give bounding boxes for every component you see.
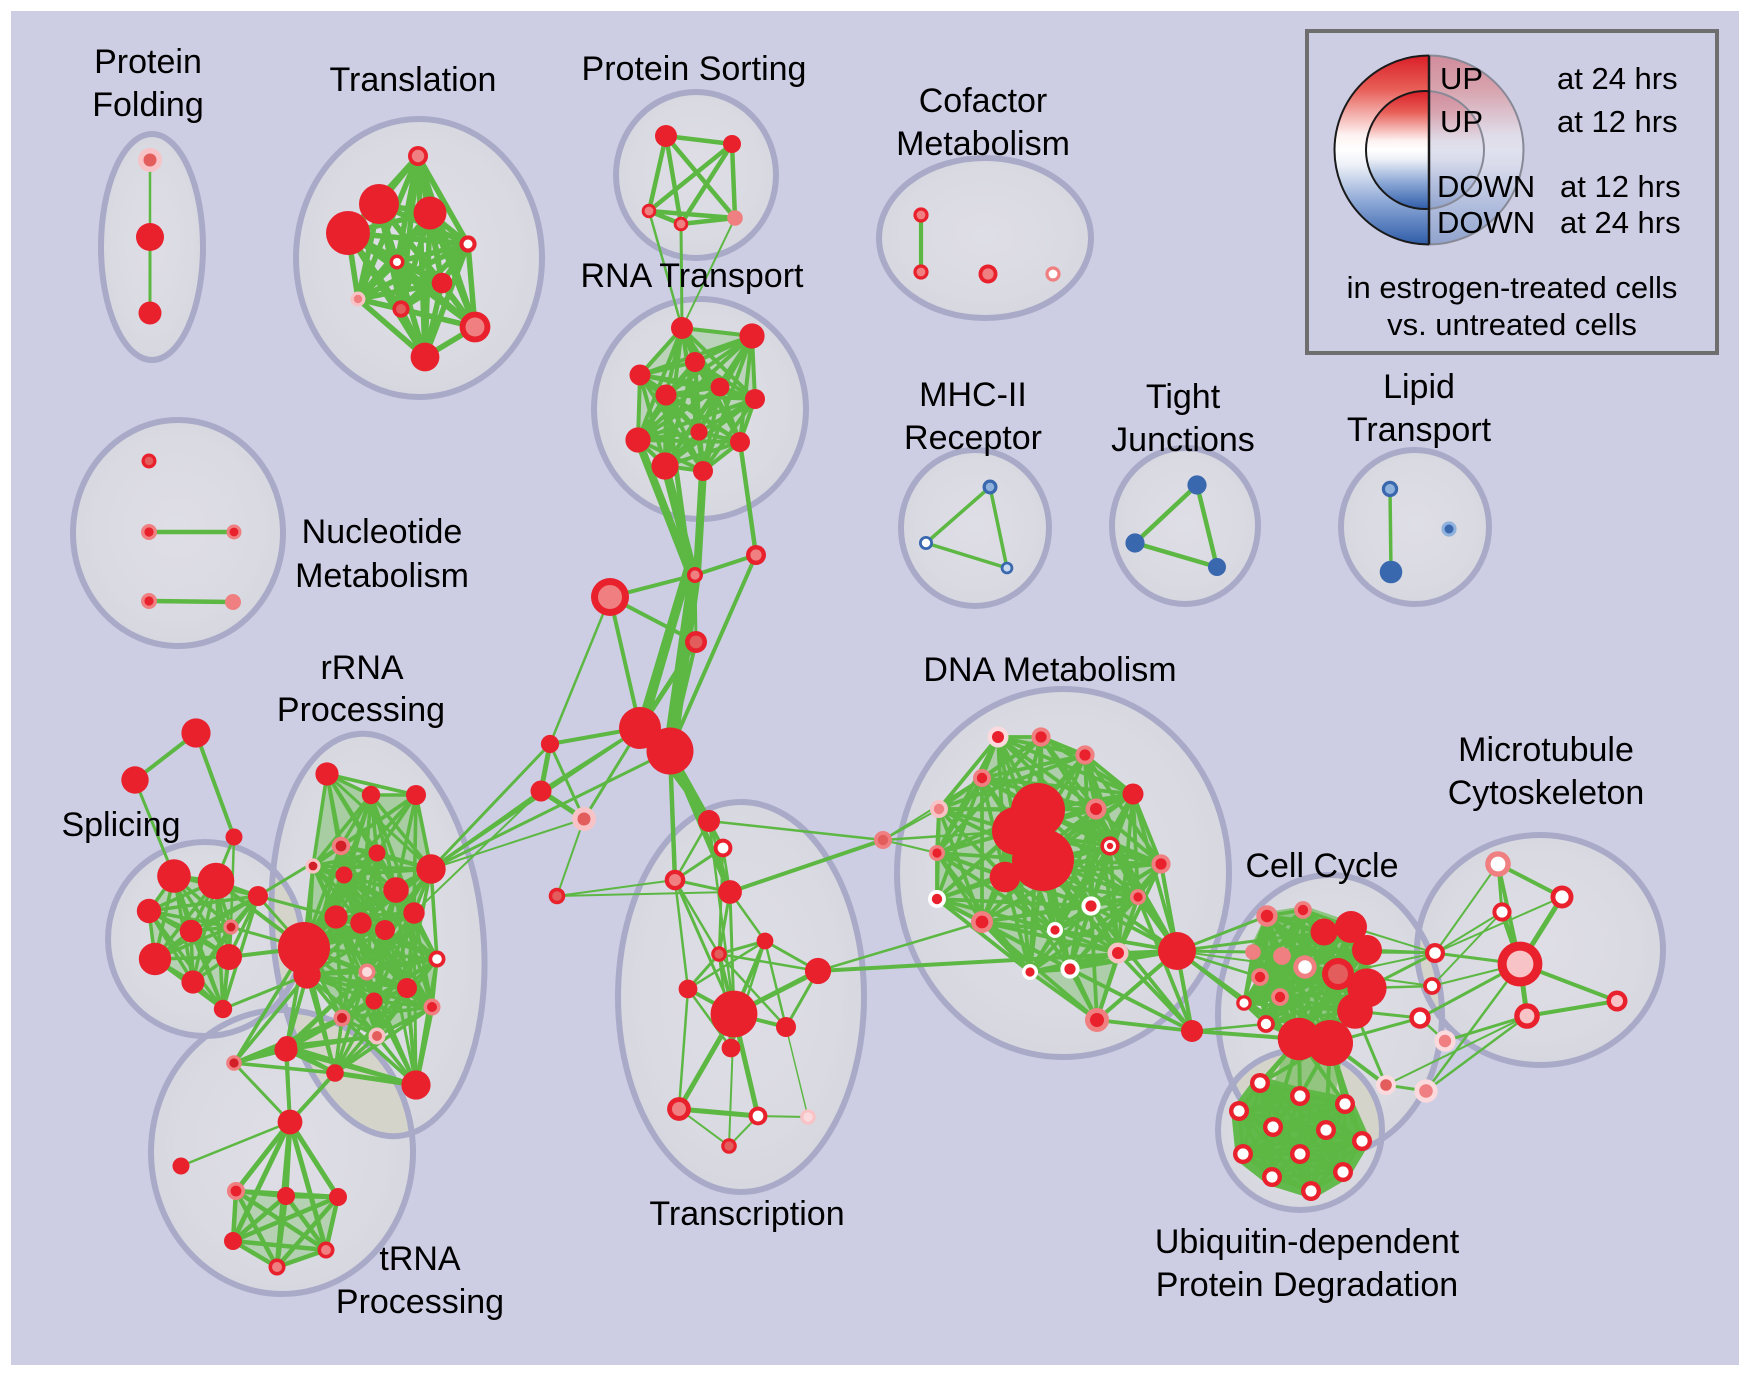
svg-text:Protein Degradation: Protein Degradation	[1156, 1266, 1458, 1304]
svg-text:Translation: Translation	[330, 61, 497, 99]
svg-text:Processing: Processing	[336, 1283, 504, 1321]
svg-text:Cell Cycle: Cell Cycle	[1245, 847, 1398, 885]
svg-text:Microtubule: Microtubule	[1458, 731, 1634, 769]
svg-text:DNA Metabolism: DNA Metabolism	[923, 651, 1176, 689]
svg-text:Splicing: Splicing	[61, 806, 180, 844]
svg-text:Tight: Tight	[1146, 378, 1221, 416]
svg-text:DOWN: DOWN	[1437, 205, 1535, 240]
svg-text:RNA Transport: RNA Transport	[581, 257, 805, 295]
svg-text:Protein: Protein	[94, 43, 202, 81]
svg-text:Folding: Folding	[92, 86, 204, 124]
svg-text:Cofactor: Cofactor	[919, 82, 1048, 120]
svg-text:UP: UP	[1440, 61, 1483, 96]
svg-text:Ubiquitin-dependent: Ubiquitin-dependent	[1155, 1223, 1460, 1261]
svg-text:tRNA: tRNA	[379, 1240, 461, 1278]
svg-text:rRNA: rRNA	[320, 649, 403, 687]
svg-text:at 12 hrs: at 12 hrs	[1557, 104, 1678, 139]
svg-text:MHC-II: MHC-II	[919, 376, 1027, 414]
svg-text:at 24 hrs: at 24 hrs	[1560, 205, 1681, 240]
svg-text:at 12 hrs: at 12 hrs	[1560, 169, 1681, 204]
svg-text:Junctions: Junctions	[1111, 421, 1255, 459]
svg-text:Metabolism: Metabolism	[295, 557, 469, 595]
svg-text:UP: UP	[1440, 104, 1483, 139]
svg-text:Transport: Transport	[1347, 411, 1492, 449]
svg-text:at 24 hrs: at 24 hrs	[1557, 61, 1678, 96]
svg-text:Processing: Processing	[277, 691, 445, 729]
svg-text:Metabolism: Metabolism	[896, 125, 1070, 163]
svg-text:Receptor: Receptor	[904, 419, 1042, 457]
svg-text:Cytoskeleton: Cytoskeleton	[1448, 774, 1645, 812]
svg-text:vs. untreated cells: vs. untreated cells	[1387, 307, 1637, 342]
svg-text:in estrogen-treated cells: in estrogen-treated cells	[1347, 270, 1678, 305]
svg-text:DOWN: DOWN	[1437, 169, 1535, 204]
svg-text:Nucleotide: Nucleotide	[302, 513, 463, 551]
svg-text:Protein Sorting: Protein Sorting	[582, 50, 807, 88]
svg-text:Lipid: Lipid	[1383, 368, 1455, 406]
svg-text:Transcription: Transcription	[649, 1195, 844, 1233]
